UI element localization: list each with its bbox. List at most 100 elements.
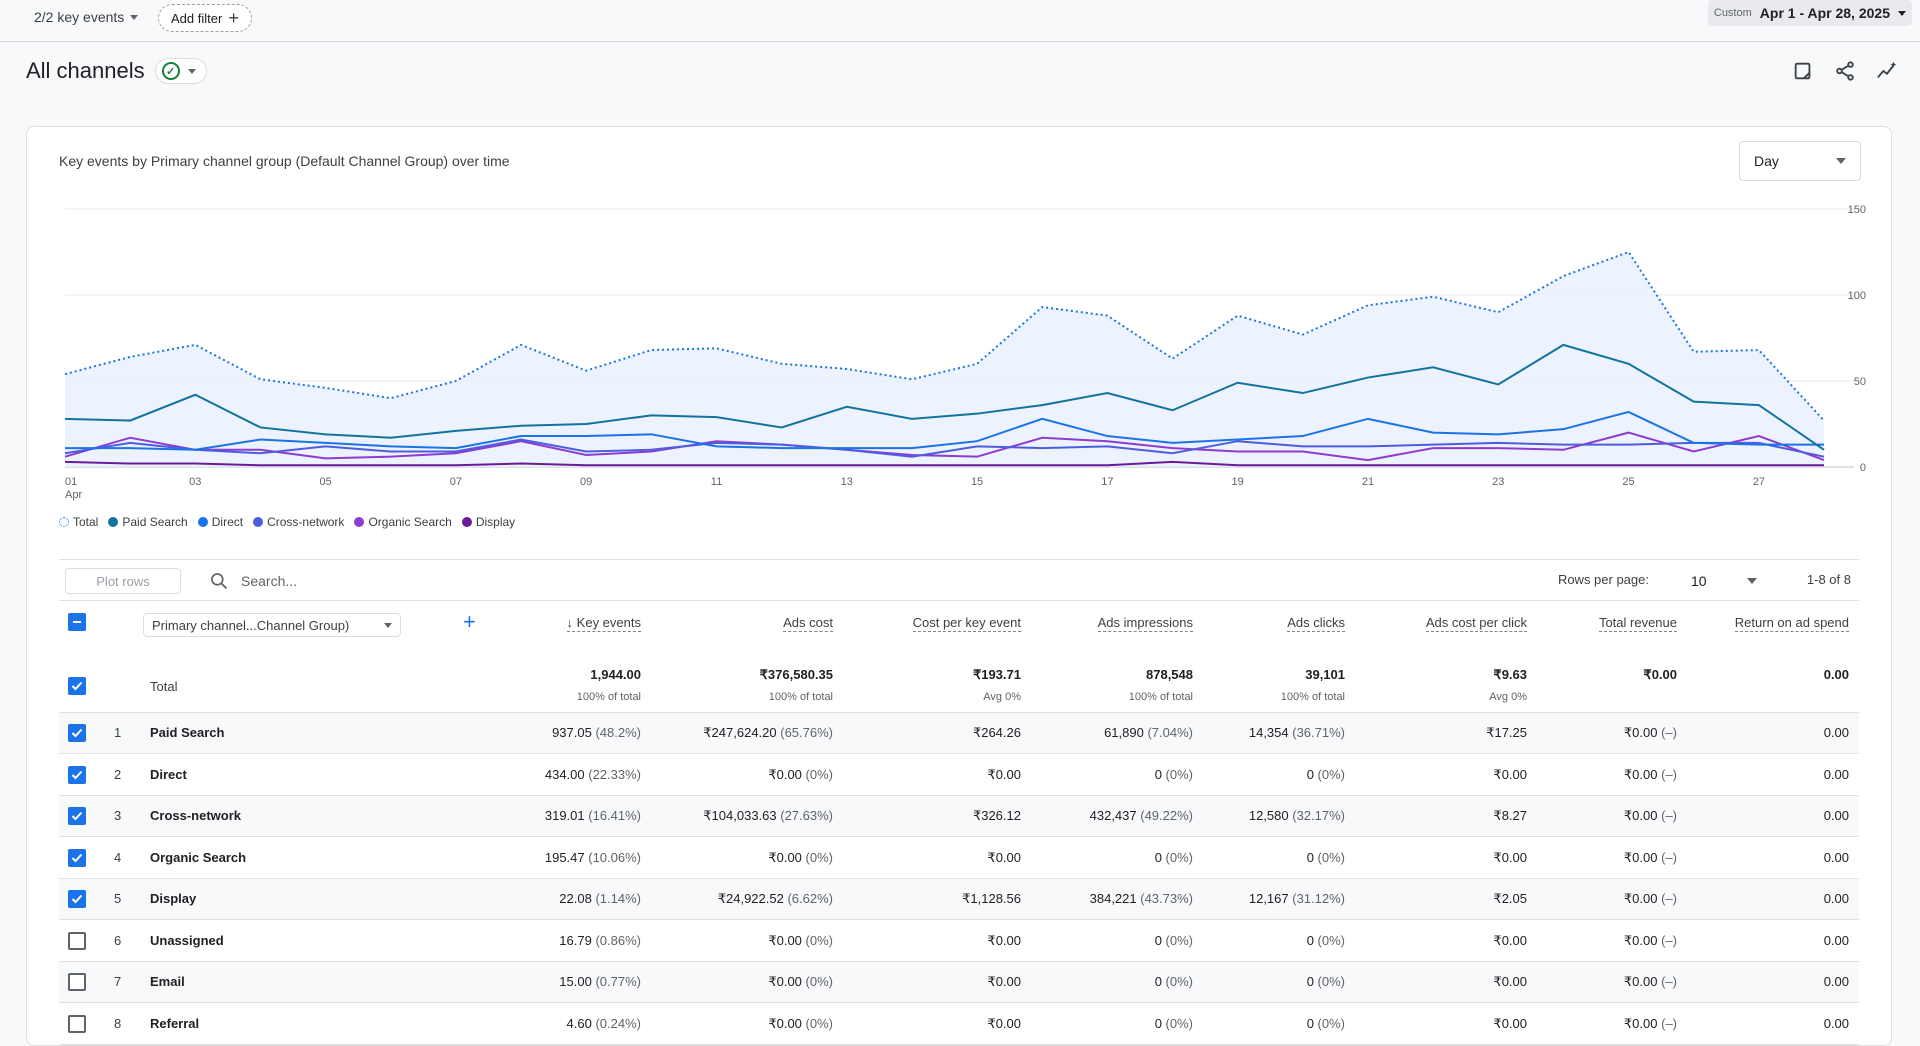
row-checkbox[interactable] <box>68 1014 86 1033</box>
total-subtext: 100% of total <box>768 691 833 703</box>
row-channel-name: Email <box>150 974 185 989</box>
table-cell: ₹0.00 <box>1327 933 1527 949</box>
table-row[interactable]: 1 Paid Search 937.05 (48.2%) ₹247,624.20 (6… <box>59 713 1859 754</box>
share-icon[interactable] <box>1834 60 1856 82</box>
cell-percent: (0%) <box>805 1015 833 1031</box>
table-cell: ₹0.00 (–) <box>1477 850 1677 866</box>
table-cell: 0.00 <box>1649 808 1849 823</box>
column-header[interactable]: Ads cost <box>783 615 833 632</box>
cell-value: 61,890 <box>1104 725 1144 740</box>
plot-rows-button[interactable]: Plot rows <box>65 568 181 594</box>
chevron-down-icon <box>130 14 139 20</box>
cell-value: ₹2.05 <box>1493 891 1527 906</box>
table-cell: 432,437 (49.22%) <box>993 808 1193 823</box>
report-status-dropdown[interactable]: ✓ <box>154 58 207 84</box>
total-subtext: 100% of total <box>576 691 641 703</box>
cell-value: ₹326.12 <box>972 808 1021 823</box>
line-chart: 150 100 50 0 01 03 05 07 09 11 13 15 17 19 21 23 25 27 Apr <box>64 204 1866 501</box>
cell-value: ₹0.00 <box>1493 849 1527 865</box>
legend-item[interactable]: Cross-network <box>253 515 344 529</box>
cell-value: 0.00 <box>1823 808 1849 823</box>
legend-dot-icon <box>59 517 69 527</box>
row-checkbox[interactable] <box>68 973 86 991</box>
row-index: 3 <box>114 808 122 823</box>
add-dimension-button[interactable]: + <box>463 609 476 634</box>
cell-percent: (–) <box>1661 932 1677 948</box>
table-cell: 0.00 <box>1649 850 1849 865</box>
row-index: 7 <box>114 974 122 989</box>
rows-per-page-value: 10 <box>1691 573 1707 589</box>
row-checkbox[interactable] <box>68 890 86 908</box>
table-cell: ₹0.00 <box>1327 974 1527 990</box>
cell-percent: (–) <box>1661 766 1677 782</box>
search-input[interactable]: Search... <box>241 573 298 589</box>
add-filter-button[interactable]: Add filter + <box>158 4 252 32</box>
cell-percent: (0%) <box>1317 932 1345 948</box>
column-header[interactable]: Cost per key event <box>912 615 1021 632</box>
row-checkbox[interactable] <box>68 765 86 784</box>
row-index: 2 <box>114 766 122 782</box>
row-checkbox[interactable] <box>68 931 86 950</box>
column-header[interactable]: Ads clicks <box>1287 615 1345 632</box>
table-cell: ₹17.25 <box>1327 725 1527 741</box>
column-header-label: Key events <box>576 615 641 630</box>
column-header[interactable]: ↓ Key events <box>566 615 641 632</box>
table-row[interactable]: 7 Email 15.00 (0.77%) ₹0.00 (0%) ₹0.00 0 (0%)… <box>59 962 1859 1003</box>
total-row-checkbox[interactable] <box>68 677 86 695</box>
y-tick-label: 150 <box>1848 204 1866 216</box>
row-index: 6 <box>114 932 122 948</box>
table-row[interactable]: 8 Referral 4.60 (0.24%) ₹0.00 (0%) ₹0.00 0 (0… <box>59 1004 1859 1045</box>
column-header[interactable]: Ads impressions <box>1097 615 1193 632</box>
table-cell: ₹24,922.52 (6.62%) <box>633 891 833 907</box>
row-checkbox[interactable] <box>68 807 86 825</box>
column-header[interactable]: Total revenue <box>1598 615 1677 632</box>
table-cell: 0 (0%) <box>993 933 1193 948</box>
minus-icon <box>73 621 81 623</box>
cell-value: ₹0.00 <box>987 974 1021 989</box>
cell-percent: (16.41%) <box>588 808 641 823</box>
legend-label: Display <box>475 515 516 529</box>
table-cell: 0 (0%) <box>993 974 1193 989</box>
legend-item[interactable]: Display <box>461 515 516 529</box>
table-row[interactable]: 5 Display 22.08 (1.14%) ₹24,922.52 (6.62%) ₹… <box>59 879 1859 920</box>
legend-item[interactable]: Direct <box>197 515 243 529</box>
table-cell: 195.47 (10.06%) <box>441 850 641 865</box>
legend-item[interactable]: Total <box>59 515 98 529</box>
key-events-selector[interactable]: 2/2 key events <box>34 9 139 25</box>
table-cell: ₹0.00 <box>821 767 1021 783</box>
cell-value: ₹0.00 <box>1493 766 1527 782</box>
cell-percent: (0%) <box>1317 1015 1345 1031</box>
cell-percent: (48.2%) <box>595 725 641 740</box>
legend-item[interactable]: Organic Search <box>354 515 452 529</box>
row-channel-name: Display <box>150 891 197 906</box>
granularity-select[interactable]: Day <box>1739 141 1861 181</box>
dimension-select[interactable]: Primary channel...Channel Group) <box>143 613 401 637</box>
table-cell: 16.79 (0.86%) <box>441 933 641 948</box>
check-circle-icon: ✓ <box>161 62 180 80</box>
total-value: 0.00 <box>1823 667 1849 682</box>
table-cell: ₹8.27 <box>1327 808 1527 824</box>
table-row[interactable]: 2 Direct 434.00 (22.33%) ₹0.00 (0%) ₹0.00 0 (… <box>59 755 1859 796</box>
row-index: 5 <box>114 891 122 906</box>
total-value: ₹0.00 <box>1643 667 1677 682</box>
table-search[interactable]: Search... <box>209 560 297 602</box>
row-checkbox[interactable] <box>68 848 86 867</box>
legend-item[interactable]: Paid Search <box>108 515 188 529</box>
cell-value: ₹17.25 <box>1486 725 1527 740</box>
date-range-picker[interactable]: Custom Apr 1 - Apr 28, 2025 <box>1707 0 1912 26</box>
sort-arrow-icon: ↓ <box>566 615 577 630</box>
table-row[interactable]: 4 Organic Search 195.47 (10.06%) ₹0.00 (0%)… <box>59 838 1859 879</box>
edit-report-icon[interactable] <box>1792 60 1814 82</box>
select-all-checkbox[interactable] <box>68 613 86 631</box>
cell-percent: (–) <box>1661 891 1677 906</box>
table-row[interactable]: 6 Unassigned 16.79 (0.86%) ₹0.00 (0%) ₹0.00 0… <box>59 921 1859 962</box>
row-checkbox[interactable] <box>68 724 86 742</box>
rows-per-page-select[interactable]: 10 <box>1687 566 1761 596</box>
table-cell: 0 (0%) <box>1145 1016 1345 1031</box>
insights-icon[interactable] <box>1876 60 1898 82</box>
table-row[interactable]: 3 Cross-network 319.01 (16.41%) ₹104,033.63… <box>59 796 1859 837</box>
table-cell: 22.08 (1.14%) <box>441 891 641 906</box>
granularity-value: Day <box>1754 153 1779 169</box>
column-header[interactable]: Ads cost per click <box>1425 615 1527 632</box>
column-header[interactable]: Return on ad spend <box>1734 615 1849 632</box>
